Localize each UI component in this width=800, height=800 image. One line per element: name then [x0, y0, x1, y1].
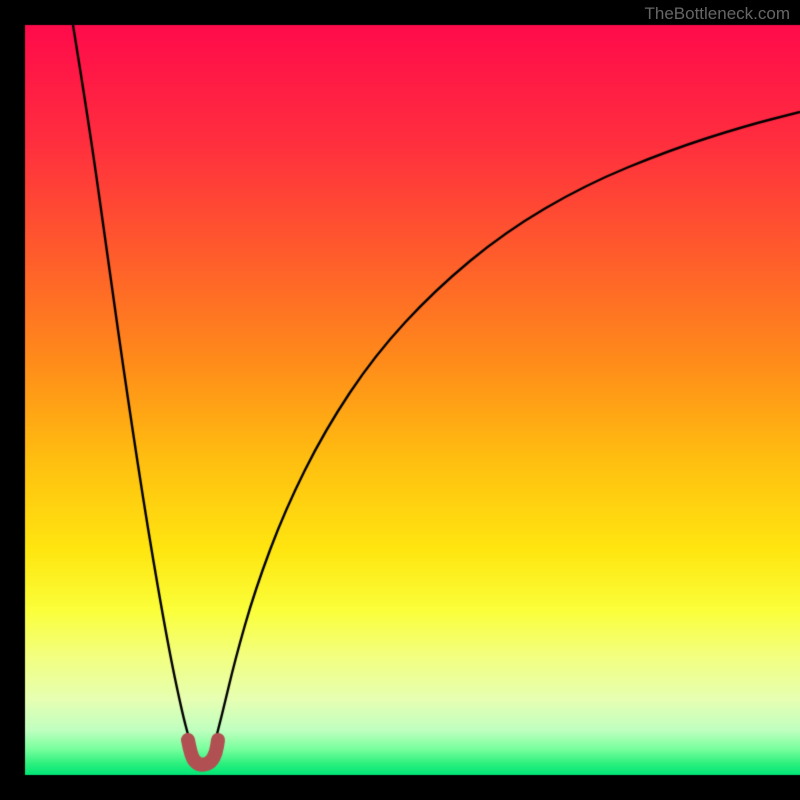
chart-canvas [0, 0, 800, 800]
watermark-text: TheBottleneck.com [644, 4, 790, 24]
chart-container: TheBottleneck.com [0, 0, 800, 800]
